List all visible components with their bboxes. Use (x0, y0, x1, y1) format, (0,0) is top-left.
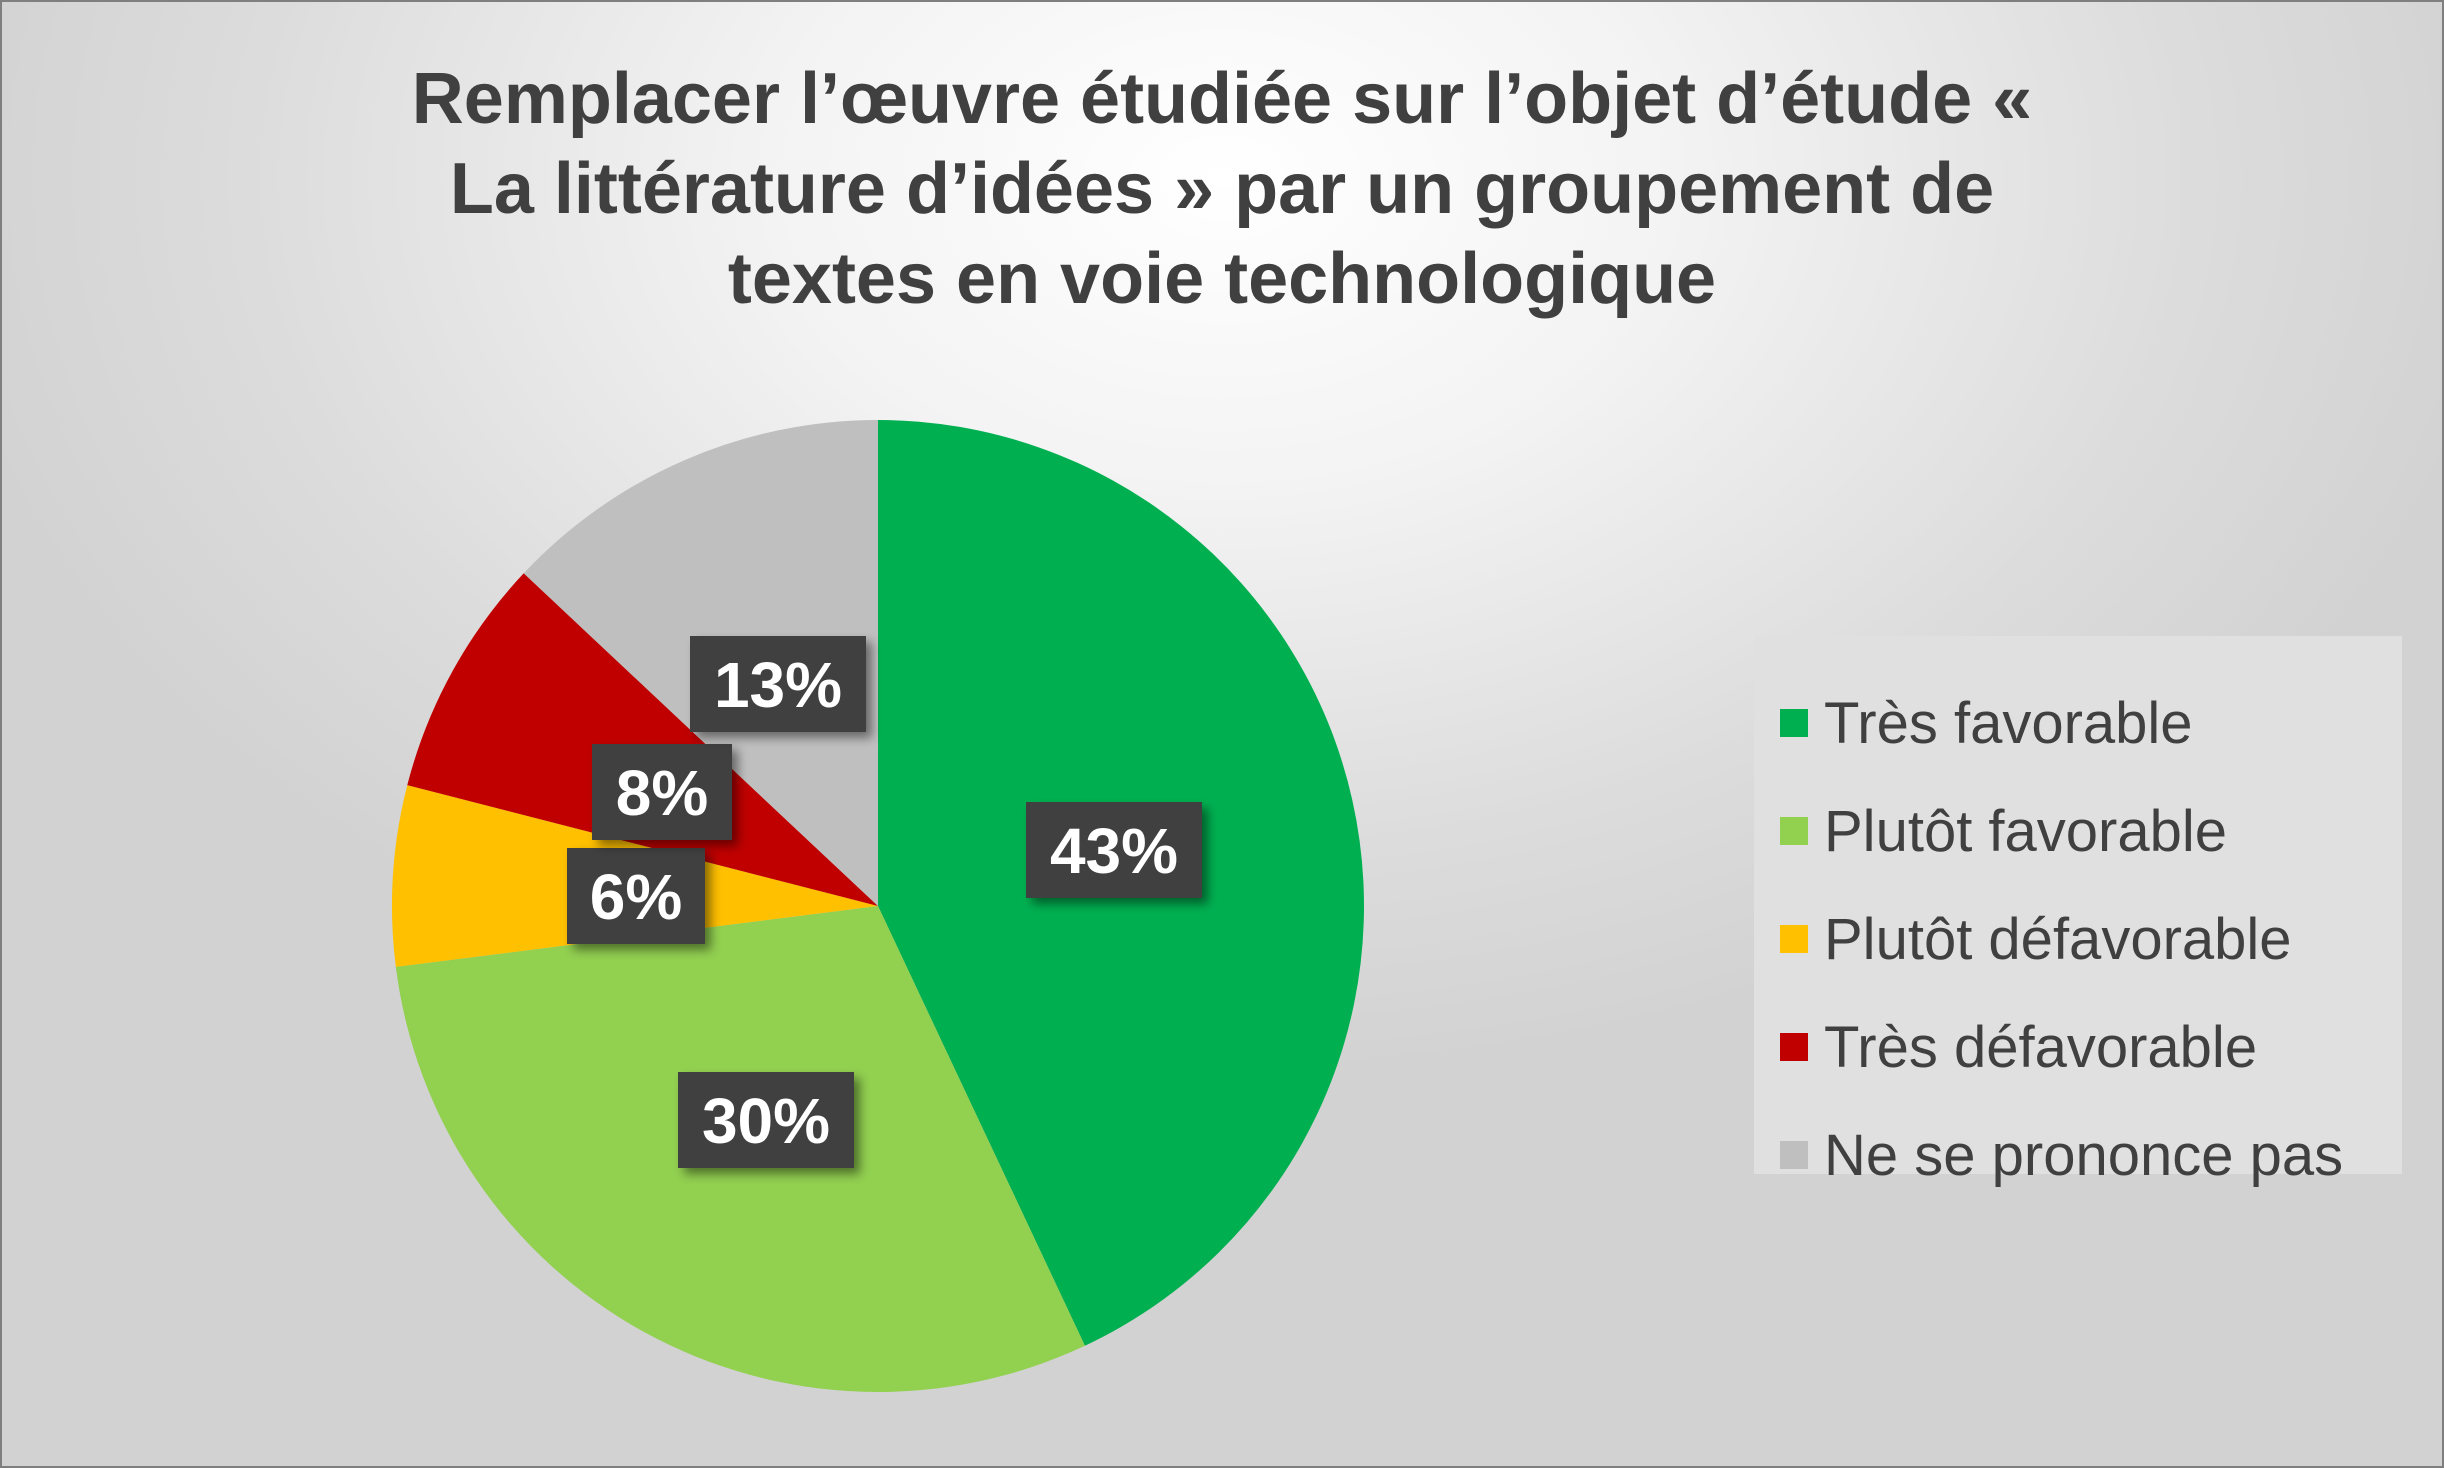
pie-slices (391, 420, 1364, 1392)
data-label-tres-favorable: 43% (1026, 802, 1202, 898)
data-label-tres-defavorable: 8% (592, 744, 732, 840)
legend-label: Ne se prononce pas (1824, 1122, 2344, 1188)
pie-slice-tres-defavorable (407, 573, 878, 906)
legend-swatch-plutot-defavorable (1780, 925, 1808, 953)
legend-item-plutot-favorable: Plutôt favorable (1780, 796, 2227, 866)
legend-item-tres-defavorable: Très défavorable (1780, 1012, 2257, 1082)
data-labels: 43% 30% 6% 8%13% (567, 636, 1202, 1168)
legend-item-tres-favorable: Très favorable (1780, 688, 2193, 758)
data-label-text: 13% (714, 649, 842, 721)
data-label-ne-se-prononce-pas: 13% (690, 636, 866, 732)
data-label-text: 8% (616, 757, 709, 829)
data-label-plutot-defavorable: 6% (567, 848, 705, 944)
data-label-box (690, 636, 866, 732)
chart-title: Remplacer l’œuvre étudiée sur l’objet d’… (411, 59, 2033, 319)
legend: Très favorable Plutôt favorable Plutôt d… (1754, 636, 2402, 1188)
legend-label: Très défavorable (1824, 1014, 2258, 1080)
data-label-text: 30% (702, 1085, 830, 1157)
legend-swatch-ne-se-prononce-pas (1780, 1141, 1808, 1169)
data-label-plutot-favorable: 30% (678, 1072, 854, 1168)
data-label-text: 6% (590, 861, 683, 933)
data-label-box (592, 744, 732, 840)
legend-label: Plutôt défavorable (1824, 906, 2292, 972)
data-label-text: 43% (1050, 815, 1178, 887)
legend-swatch-plutot-favorable (1780, 817, 1808, 845)
legend-label: Très favorable (1824, 690, 2193, 756)
legend-swatch-tres-favorable (1780, 709, 1808, 737)
legend-label: Plutôt favorable (1824, 798, 2228, 864)
data-label-box (567, 848, 705, 944)
legend-item-ne-se-prononce-pas: Ne se prononce pas (1780, 1120, 2343, 1190)
legend-item-plutot-defavorable: Plutôt défavorable (1780, 904, 2292, 974)
legend-swatch-tres-defavorable (1780, 1033, 1808, 1061)
data-label-box (1026, 802, 1202, 898)
data-label-box (678, 1072, 854, 1168)
